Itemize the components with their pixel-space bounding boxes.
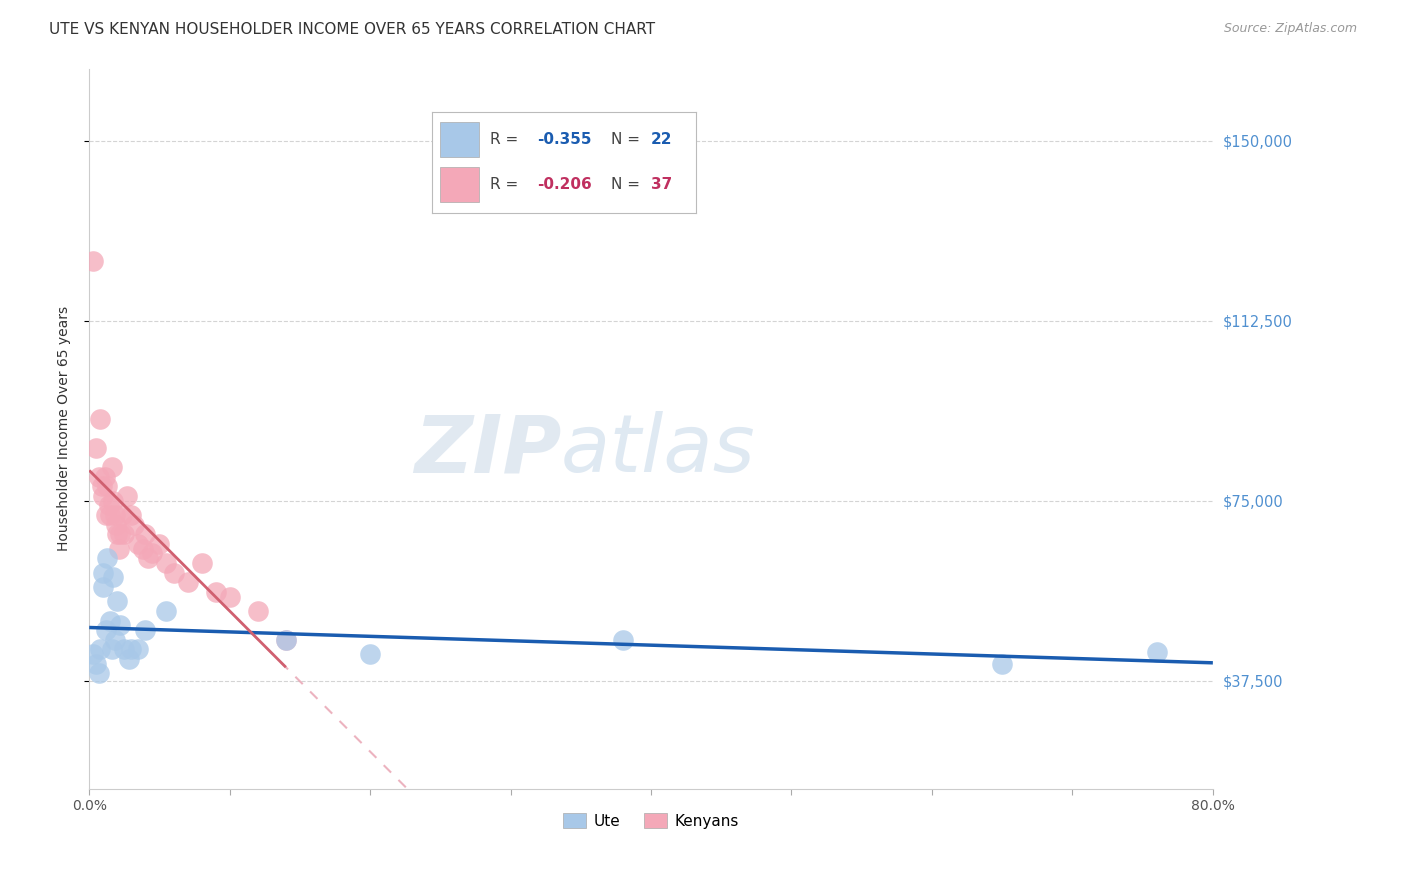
Point [131,541,153,556]
Point [190,556,212,570]
Point [120,642,142,657]
Point [91,489,114,503]
Point [82,253,104,268]
Point [89,642,111,657]
Point [90,479,112,493]
Point [108,527,131,541]
Point [96,479,118,493]
Point [84,657,107,671]
Text: atlas: atlas [561,411,756,489]
Point [204,584,226,599]
Point [359,647,381,661]
Point [155,556,177,570]
Point [274,632,297,647]
Point [101,493,124,508]
Point [87,469,110,483]
Point [108,618,131,632]
Point [218,590,240,604]
Point [98,614,121,628]
Point [97,499,120,513]
Point [127,537,149,551]
Point [93,469,115,483]
Point [100,642,122,657]
Point [122,517,145,532]
Point [134,623,156,637]
Point [94,508,117,522]
Point [115,489,138,503]
Point [96,551,118,566]
Point [148,537,170,551]
Point [87,666,110,681]
Point [246,604,269,618]
Point [134,527,156,541]
Point [127,642,149,657]
Point [104,517,127,532]
Text: Source: ZipAtlas.com: Source: ZipAtlas.com [1223,22,1357,36]
Point [91,566,114,580]
Point [112,642,135,657]
Point [176,575,198,590]
Point [136,551,159,566]
Point [84,441,107,455]
Point [82,647,104,661]
Y-axis label: Householder Income Over 65 years: Householder Income Over 65 years [58,306,72,551]
Point [100,459,122,474]
Text: UTE VS KENYAN HOUSEHOLDER INCOME OVER 65 YEARS CORRELATION CHART: UTE VS KENYAN HOUSEHOLDER INCOME OVER 65… [49,22,655,37]
Point [120,508,142,522]
Point [94,623,117,637]
Point [612,632,634,647]
Point [107,541,129,556]
Point [105,594,128,608]
Point [117,652,139,666]
Point [1146,645,1168,659]
Text: ZIP: ZIP [413,411,561,489]
Point [98,508,121,522]
Point [101,570,124,584]
Point [110,508,132,522]
Legend: Ute, Kenyans: Ute, Kenyans [557,806,745,835]
Point [103,508,125,522]
Point [89,412,111,426]
Point [105,527,128,541]
Point [274,632,297,647]
Point [112,527,135,541]
Point [155,604,177,618]
Point [162,566,184,580]
Point [141,546,163,560]
Point [991,657,1014,671]
Point [91,580,114,594]
Point [103,632,125,647]
